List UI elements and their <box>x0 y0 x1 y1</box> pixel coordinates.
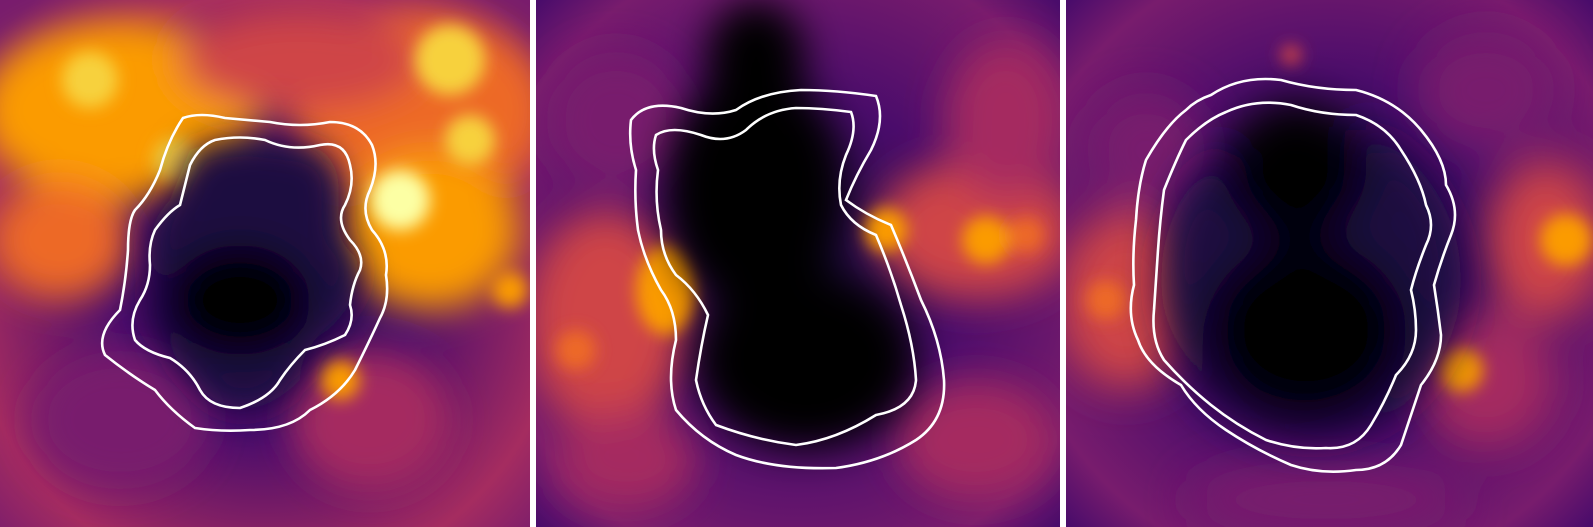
inner-contour <box>1152 101 1433 450</box>
image-panel-2 <box>536 0 1060 527</box>
image-panel-1 <box>0 0 530 527</box>
outer-contour <box>100 113 389 432</box>
heatmap-image-1 <box>0 0 530 527</box>
bright-spots <box>62 25 528 400</box>
inner-contour <box>652 106 918 447</box>
image-panel-3 <box>1066 0 1593 527</box>
dark-core <box>666 0 916 450</box>
dark-core <box>150 138 360 410</box>
outer-contour <box>1129 77 1457 473</box>
inner-contour <box>131 136 363 410</box>
contour-lines <box>628 88 946 470</box>
bright-spots <box>1086 45 1592 392</box>
contour-lines <box>100 113 389 432</box>
dark-core <box>1161 100 1461 440</box>
outer-contour <box>628 88 946 470</box>
heatmap-image-3 <box>1066 0 1593 527</box>
heatmap-image-2 <box>536 0 1060 527</box>
contour-lines <box>1129 77 1457 473</box>
